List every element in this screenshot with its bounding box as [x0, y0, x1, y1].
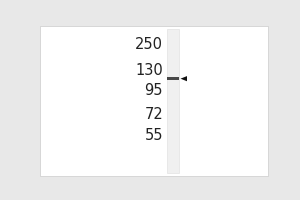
Text: 55: 55 — [145, 128, 163, 143]
FancyBboxPatch shape — [167, 77, 179, 80]
Text: 130: 130 — [135, 63, 163, 78]
FancyBboxPatch shape — [40, 26, 268, 176]
FancyBboxPatch shape — [167, 29, 179, 173]
Text: 72: 72 — [144, 107, 163, 122]
Text: 250: 250 — [135, 37, 163, 52]
Polygon shape — [181, 76, 187, 81]
Text: 95: 95 — [145, 83, 163, 98]
